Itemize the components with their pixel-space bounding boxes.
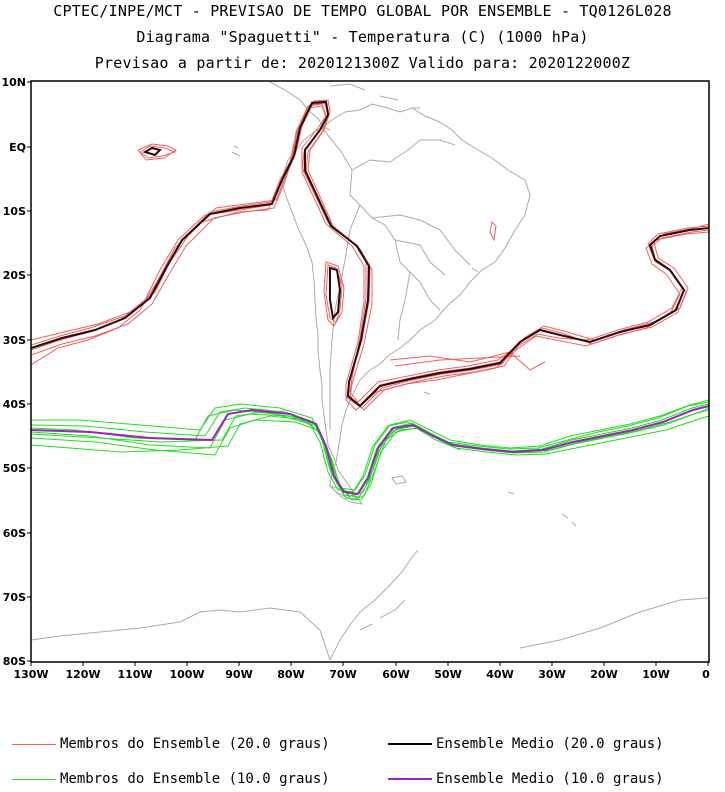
mean-20-deg: [31, 100, 709, 408]
lat-label: 10S: [3, 205, 26, 218]
lon-label: 60W: [382, 668, 409, 681]
lon-label: 10W: [642, 668, 669, 681]
lon-label: 30W: [538, 668, 565, 681]
legend-swatch-members-10: [12, 778, 56, 780]
lat-axis: [27, 81, 31, 662]
lon-label: 130W: [13, 668, 48, 681]
lon-label: 50W: [434, 668, 461, 681]
lon-labels: 130W 120W 110W 100W 90W 80W 70W 60W 50W …: [13, 668, 710, 681]
members-20-deg: [31, 99, 709, 411]
legend-members-20: Membros do Ensemble (20.0 graus): [12, 736, 330, 752]
legend-mean-10: Ensemble Medio (10.0 graus): [388, 771, 664, 787]
lon-label: 40W: [486, 668, 513, 681]
lon-label: 0: [702, 668, 710, 681]
legend-members-10: Membros do Ensemble (10.0 graus): [12, 771, 330, 787]
legend-label: Membros do Ensemble (10.0 graus): [60, 771, 330, 787]
legend-swatch-mean-20: [388, 743, 432, 745]
lon-label: 80W: [277, 668, 304, 681]
coastlines: [31, 81, 709, 661]
lon-label: 90W: [225, 668, 252, 681]
lat-label: 10N: [1, 76, 26, 89]
members-10-deg: [31, 399, 709, 501]
lat-label: 50S: [3, 462, 26, 475]
lat-label: 30S: [3, 334, 26, 347]
lon-label: 20W: [590, 668, 617, 681]
map-area: [31, 81, 709, 661]
lon-label: 120W: [65, 668, 100, 681]
lat-labels: 10N EQ 10S 20S 30S 40S 50S 60S 70S 80S: [1, 76, 26, 668]
lon-label: 70W: [329, 668, 356, 681]
map-frame: [30, 80, 710, 663]
legend-label: Membros do Ensemble (20.0 graus): [60, 736, 330, 752]
lat-label: EQ: [9, 141, 26, 154]
lon-label: 100W: [169, 668, 204, 681]
lat-label: 80S: [3, 655, 26, 668]
title-line-2: Diagrama "Spaguetti" - Temperatura (C) (…: [136, 28, 589, 46]
legend-swatch-mean-10: [388, 778, 432, 780]
lat-label: 20S: [3, 269, 26, 282]
lat-label: 60S: [3, 527, 26, 540]
lat-label: 70S: [3, 591, 26, 604]
title-line-3: Previsao a partir de: 2020121300Z Valido…: [94, 54, 631, 72]
title-line-1: CPTEC/INPE/MCT - PREVISAO DE TEMPO GLOBA…: [53, 2, 672, 20]
lat-label: 40S: [3, 398, 26, 411]
lon-axis: [30, 662, 709, 666]
mean-10-deg: [31, 405, 709, 496]
legend-label: Ensemble Medio (20.0 graus): [436, 736, 664, 752]
lon-label: 110W: [117, 668, 152, 681]
legend-swatch-members-20: [12, 743, 56, 745]
legend-label: Ensemble Medio (10.0 graus): [436, 771, 664, 787]
legend-mean-20: Ensemble Medio (20.0 graus): [388, 736, 664, 752]
